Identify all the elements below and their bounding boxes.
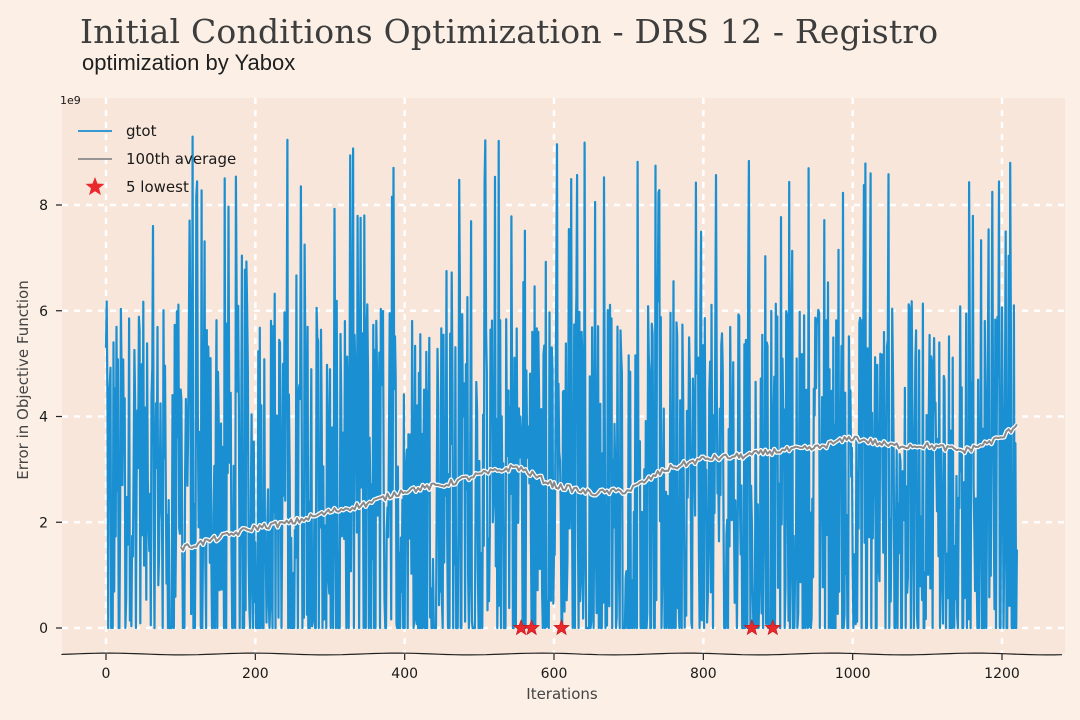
y-tick-label: 6: [39, 304, 48, 320]
legend: gtot 100th average 5 lowest: [78, 122, 236, 196]
x-axis-spine: [61, 652, 1063, 656]
x-tick-label: 800: [690, 666, 717, 682]
y-tick-label: 8: [39, 198, 48, 214]
lowest-star: [743, 619, 761, 636]
x-axis-label: Iterations: [526, 685, 598, 703]
y-offset-label: 1e9: [60, 94, 81, 107]
lowest-star: [553, 619, 570, 636]
legend-label: 5 lowest: [126, 178, 189, 196]
y-tick-label: 4: [39, 410, 48, 426]
tick-labels: 0 200 400 600 800 1000 1200 0 2 4 6 8: [39, 198, 1020, 682]
average-series: [178, 423, 1019, 553]
chart-subtitle: optimization by Yabox: [82, 50, 296, 75]
average-line: [179, 423, 1018, 552]
legend-swatch-star: [85, 177, 105, 196]
x-tick-label: 1200: [984, 666, 1020, 682]
lowest-markers: [512, 619, 782, 636]
axes: [61, 652, 1063, 656]
lowest-star: [523, 619, 540, 636]
legend-label: gtot: [126, 122, 157, 140]
y-tick-label: 2: [39, 515, 48, 531]
x-tick-label: 400: [391, 666, 418, 682]
x-tick-label: 600: [541, 666, 568, 682]
y-axis-label: Error in Objective Function: [14, 280, 32, 479]
x-tick-label: 1000: [835, 666, 871, 682]
legend-label: 100th average: [126, 150, 236, 168]
x-tick-label: 200: [242, 666, 269, 682]
chart-title: Initial Conditions Optimization - DRS 12…: [80, 12, 939, 51]
lowest-star: [764, 619, 782, 636]
y-tick-label: 0: [39, 621, 48, 637]
x-tick-label: 0: [102, 666, 111, 682]
